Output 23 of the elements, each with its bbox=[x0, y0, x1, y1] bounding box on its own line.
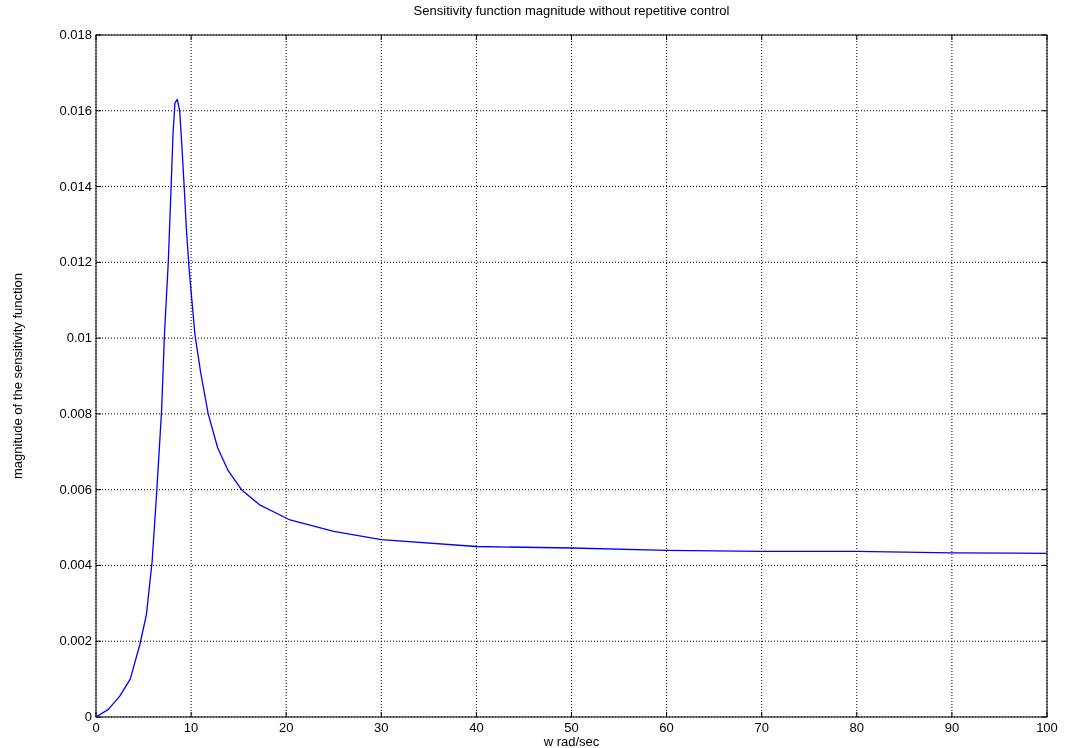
y-tick-label: 0.012 bbox=[59, 254, 92, 270]
x-tick-label: 50 bbox=[564, 720, 579, 735]
x-tick-label: 100 bbox=[1036, 720, 1058, 735]
x-tick-label: 10 bbox=[183, 720, 199, 735]
y-tick-label: 0.01 bbox=[66, 330, 92, 346]
y-tick-label: 0.008 bbox=[59, 405, 92, 421]
y-tick-label: 0 bbox=[84, 709, 92, 724]
x-tick-label: 90 bbox=[944, 720, 960, 735]
y-tick-label: 0.002 bbox=[59, 633, 92, 649]
y-axis-title: magnitude of the sensitivity function bbox=[10, 273, 25, 479]
y-tick-label: 0.016 bbox=[59, 102, 92, 118]
x-tick-label: 30 bbox=[374, 720, 389, 735]
x-tick-label: 70 bbox=[754, 720, 769, 735]
x-tick-label: 40 bbox=[469, 720, 484, 735]
x-tick-label: 60 bbox=[659, 720, 674, 735]
x-tick-label: 20 bbox=[278, 720, 294, 735]
y-tick-label: 0.006 bbox=[59, 481, 92, 497]
y-tick-label: 0.018 bbox=[59, 27, 92, 42]
x-axis-title: w rad/sec bbox=[542, 734, 600, 748]
y-tick-label: 0.014 bbox=[59, 178, 92, 194]
chart-title: Sensitivity function magnitude without repetitive control bbox=[413, 3, 730, 18]
x-tick-label: 80 bbox=[849, 720, 865, 735]
y-tick-label: 0.004 bbox=[59, 557, 92, 573]
